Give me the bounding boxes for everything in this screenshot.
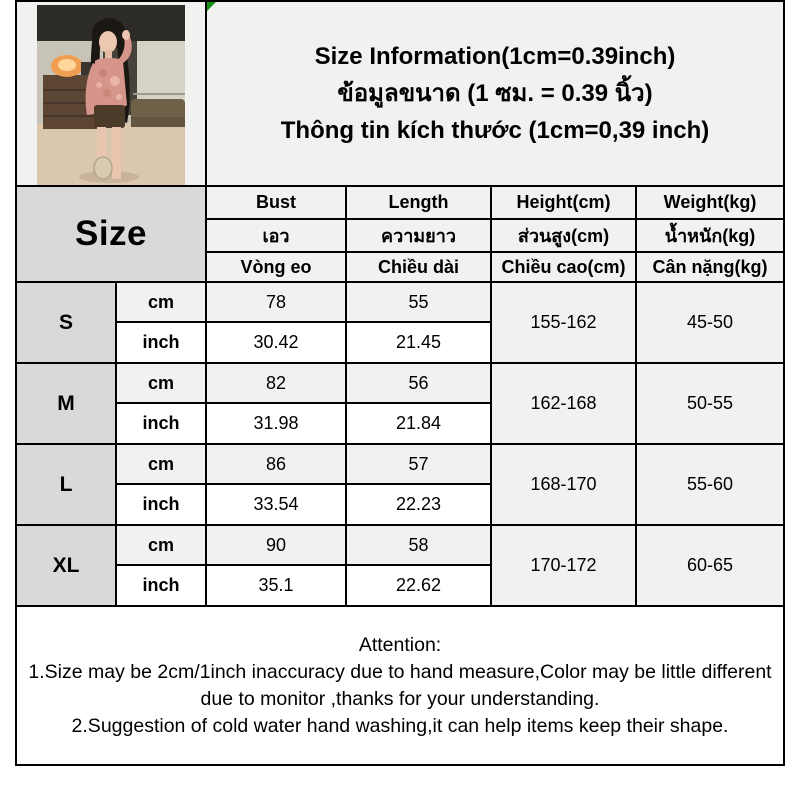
unit-inch-cell: inch bbox=[115, 402, 207, 445]
title-line-en: Size Information(1cm=0.39inch) bbox=[314, 43, 676, 70]
column-header-height-en: Height(cm) bbox=[490, 185, 637, 220]
weight-value: 45-50 bbox=[634, 281, 786, 364]
bust-cm-value: 78 bbox=[205, 281, 347, 323]
height-value: 170-172 bbox=[490, 524, 637, 607]
column-header-height-th: ส่วนสูง(cm) bbox=[490, 218, 637, 253]
product-photo-cell bbox=[15, 0, 207, 187]
attention-heading: Attention: bbox=[358, 633, 442, 656]
attention-note-1: 1.Size may be 2cm/1inch inaccuracy due t… bbox=[28, 660, 772, 710]
column-header-length-vi: Chiều dài bbox=[345, 251, 492, 283]
size-label-s: S bbox=[15, 281, 117, 364]
size-chart-table: Size Information(1cm=0.39inch) ข้อมูลขนา… bbox=[14, 0, 786, 766]
bust-cm-value: 90 bbox=[205, 524, 347, 566]
weight-value: 55-60 bbox=[634, 443, 786, 526]
column-header-height-vi: Chiều cao(cm) bbox=[490, 251, 637, 283]
length-inch-value: 21.45 bbox=[345, 321, 492, 364]
length-cm-value: 55 bbox=[345, 281, 492, 323]
size-label-xl: XL bbox=[15, 524, 117, 607]
column-header-length-en: Length bbox=[345, 185, 492, 220]
unit-cm-cell: cm bbox=[115, 362, 207, 404]
height-value: 155-162 bbox=[490, 281, 637, 364]
length-inch-value: 22.62 bbox=[345, 564, 492, 607]
bust-inch-value: 30.42 bbox=[205, 321, 347, 364]
unit-inch-cell: inch bbox=[115, 564, 207, 607]
bust-cm-value: 82 bbox=[205, 362, 347, 404]
bust-inch-value: 35.1 bbox=[205, 564, 347, 607]
size-label-l: L bbox=[15, 443, 117, 526]
column-header-weight-th: น้ำหนัก(kg) bbox=[634, 218, 786, 253]
column-header-length-th: ความยาว bbox=[345, 218, 492, 253]
unit-cm-cell: cm bbox=[115, 524, 207, 566]
size-label-m: M bbox=[15, 362, 117, 445]
weight-value: 60-65 bbox=[634, 524, 786, 607]
attention-note-2: 2.Suggestion of cold water hand washing,… bbox=[71, 714, 729, 737]
length-cm-value: 56 bbox=[345, 362, 492, 404]
unit-inch-cell: inch bbox=[115, 321, 207, 364]
column-header-weight-vi: Cân nặng(kg) bbox=[634, 251, 786, 283]
attention-section: Attention: 1.Size may be 2cm/1inch inacc… bbox=[14, 605, 786, 766]
title-line-th: ข้อมูลขนาด (1 ซม. = 0.39 นิ้ว) bbox=[337, 80, 653, 107]
size-info-title-cell: Size Information(1cm=0.39inch) ข้อมูลขนา… bbox=[204, 0, 786, 187]
column-header-weight-en: Weight(kg) bbox=[634, 185, 786, 220]
length-inch-value: 21.84 bbox=[345, 402, 492, 445]
unit-inch-cell: inch bbox=[115, 483, 207, 526]
length-cm-value: 57 bbox=[345, 443, 492, 485]
column-header-bust-th: เอว bbox=[205, 218, 347, 253]
unit-cm-cell: cm bbox=[115, 443, 207, 485]
column-header-bust-en: Bust bbox=[205, 185, 347, 220]
length-inch-value: 22.23 bbox=[345, 483, 492, 526]
bust-inch-value: 33.54 bbox=[205, 483, 347, 526]
product-photo bbox=[37, 5, 185, 184]
bust-inch-value: 31.98 bbox=[205, 402, 347, 445]
cell-corner-marker-icon bbox=[208, 3, 216, 11]
bust-cm-value: 86 bbox=[205, 443, 347, 485]
height-value: 162-168 bbox=[490, 362, 637, 445]
title-line-vi: Thông tin kích thước (1cm=0,39 inch) bbox=[280, 117, 710, 144]
unit-cm-cell: cm bbox=[115, 281, 207, 323]
column-header-bust-vi: Vòng eo bbox=[205, 251, 347, 283]
length-cm-value: 58 bbox=[345, 524, 492, 566]
weight-value: 50-55 bbox=[634, 362, 786, 445]
size-corner-label: Size bbox=[15, 185, 207, 283]
height-value: 168-170 bbox=[490, 443, 637, 526]
